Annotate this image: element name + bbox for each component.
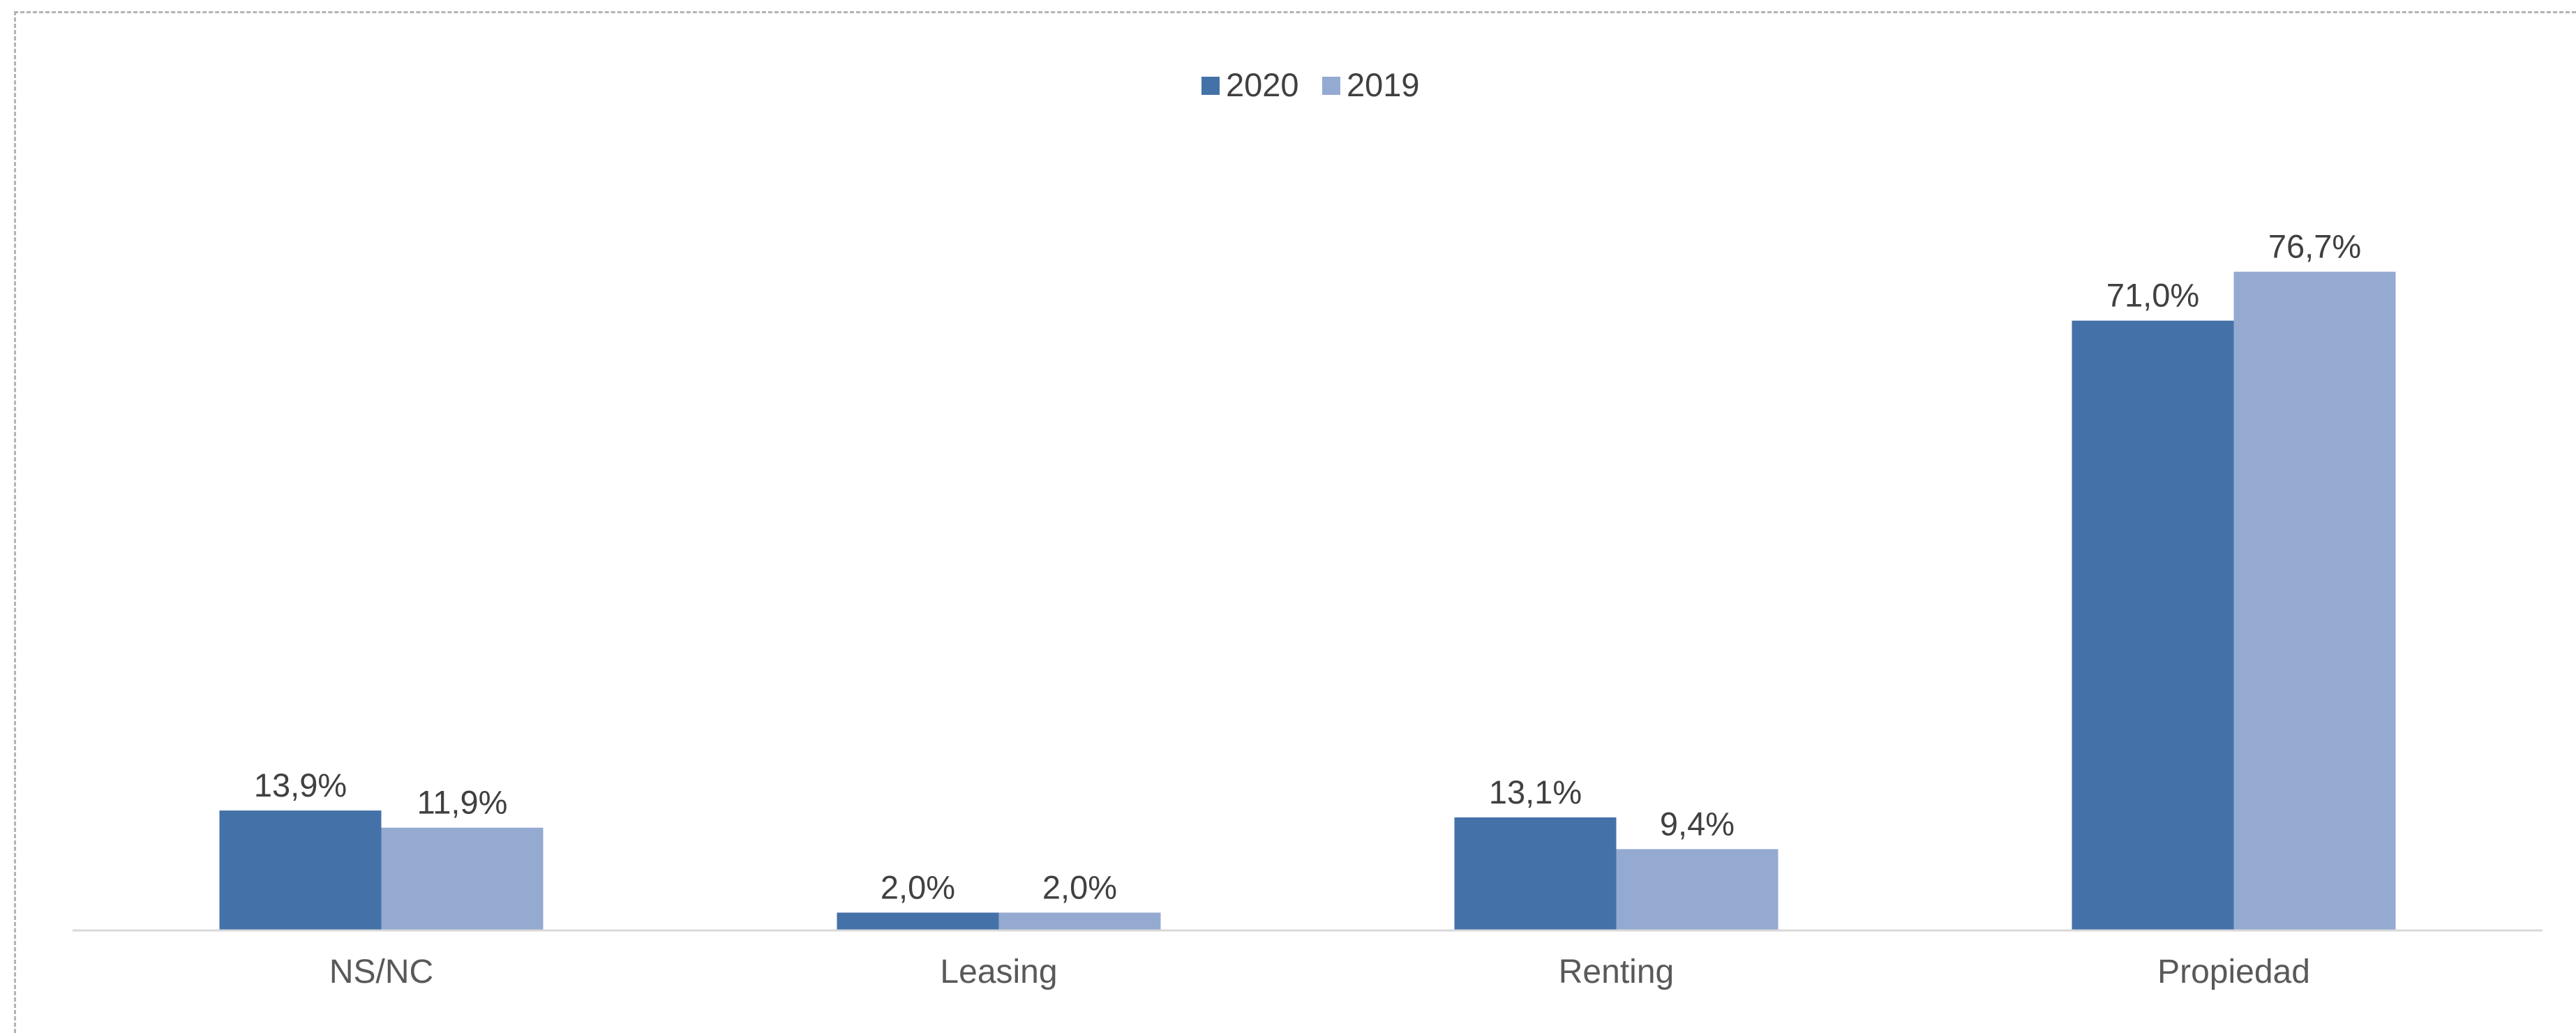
bar-2019-propiedad <box>2233 271 2396 930</box>
chart-frame <box>14 11 2576 1033</box>
data-label-2019-renting: 9,4% <box>1660 805 1735 842</box>
legend-swatch-2019 <box>1322 77 1340 95</box>
x-tick-label-ns-nc: NS/NC <box>329 953 433 990</box>
data-label-2019-propiedad: 76,7% <box>2268 228 2361 265</box>
data-label-2020-renting: 13,1% <box>1489 774 1582 810</box>
x-tick-label-renting: Renting <box>1559 953 1674 990</box>
data-label-2020-leasing: 2,0% <box>881 868 955 905</box>
bar-2020-leasing <box>837 912 999 930</box>
x-tick-labels-group: NS/NC Leasing Renting Propiedad <box>329 953 2310 990</box>
x-tick-label-leasing: Leasing <box>940 953 1057 990</box>
data-label-2019-ns-nc: 11,9% <box>417 784 508 821</box>
legend-label-2019: 2019 <box>1347 66 1420 103</box>
bar-2020-propiedad <box>2072 320 2234 930</box>
x-tick-label-propiedad: Propiedad <box>2157 953 2310 990</box>
bar-2019-ns-nc <box>381 827 544 930</box>
legend-swatch-2020 <box>1201 77 1220 95</box>
data-label-2020-ns-nc: 13,9% <box>254 767 347 804</box>
data-labels-group: 13,9% 11,9% 2,0% 2,0% 13,1% 9,4% 71,0% 76,7% <box>254 228 2361 906</box>
bar-2020-renting <box>1454 817 1617 930</box>
bar-2019-renting <box>1616 849 1779 930</box>
legend: 2020 2019 <box>1201 66 1420 103</box>
data-label-2020-propiedad: 71,0% <box>2106 277 2199 314</box>
bars-group <box>219 271 2396 930</box>
legend-label-2020: 2020 <box>1226 66 1299 103</box>
data-label-2019-leasing: 2,0% <box>1042 868 1117 905</box>
bar-2020-ns-nc <box>219 810 382 930</box>
bar-2019-leasing <box>998 912 1161 930</box>
